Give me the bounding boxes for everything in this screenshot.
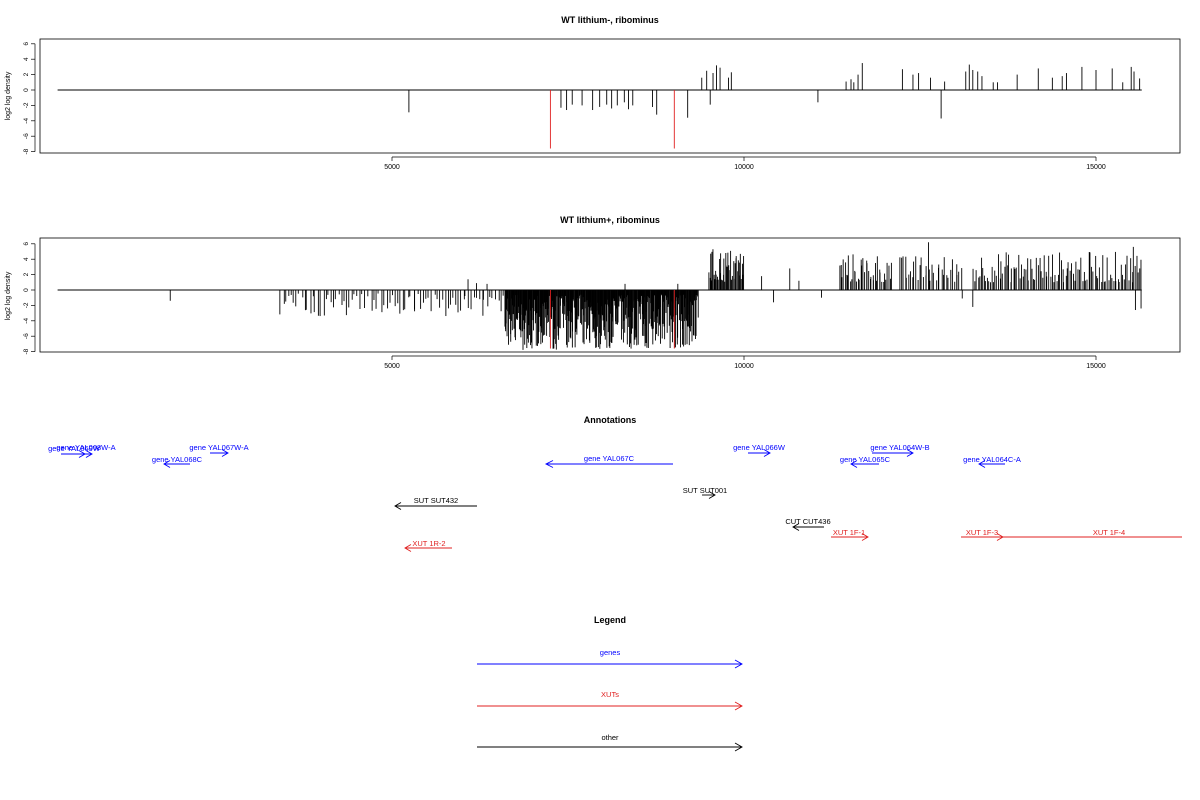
legend-item-other: other (477, 733, 743, 752)
annotation-label: XUT 1F-4 (1093, 528, 1125, 537)
arrow-right-icon (906, 449, 914, 457)
arrow-left-icon (544, 460, 554, 468)
legend-item-xuts: XUTs (477, 690, 743, 711)
annotation-label: XUT 1F-1 (833, 528, 865, 537)
y-tick-label: 2 (23, 272, 30, 276)
annotation-label: CUT CUT436 (785, 517, 830, 526)
arrow-left-icon (394, 502, 402, 510)
y-tick-label: 2 (23, 72, 30, 76)
y-tick-label: 6 (23, 42, 30, 46)
annotation-gene-yal066w: gene YAL066W (733, 443, 786, 457)
arrow-left-icon (850, 460, 858, 468)
x-axis: 5000 10000 15000 (384, 355, 1106, 370)
annotation-label: SUT SUT001 (683, 486, 727, 495)
highlight-bars (549, 290, 675, 349)
annotation-label: gene YAL069W (48, 444, 101, 453)
y-tick-label: 4 (23, 57, 30, 61)
annotation-label: gene YAL067W-A (189, 443, 248, 452)
annotation-cut-cut436: CUT CUT436 (785, 517, 831, 531)
annotation-label: SUT SUT432 (414, 496, 458, 505)
annotation-label: gene YAL066W (733, 443, 786, 452)
annotation-label: gene YAL068W-A (56, 443, 115, 452)
arrow-left-icon (404, 544, 412, 552)
annotation-label: XUT 1F-3 (966, 528, 998, 537)
annotation-xut-1f-4: XUT 1F-4 (1003, 528, 1182, 538)
arrow-right-icon (861, 533, 869, 541)
x-tick-label: 10000 (734, 164, 754, 171)
y-axis-label: log2 log density (5, 271, 12, 320)
annotation-gene-yal067c: gene YAL067C (544, 454, 673, 468)
arrow-right-icon (221, 449, 229, 457)
x-axis: 5000 10000 15000 (384, 156, 1106, 171)
x-tick-label: 15000 (1086, 164, 1106, 171)
x-tick-label: 5000 (384, 363, 400, 370)
x-tick-label: 15000 (1086, 363, 1106, 370)
annotation-gene-yal068w-a: gene YAL068W-A (56, 443, 116, 458)
panel-lithium-plus: WT lithium+, ribominus log2 log density … (5, 215, 1181, 370)
legend-label: XUTs (601, 690, 619, 699)
annotation-label: gene YAL064W-B (870, 443, 929, 452)
annotation-label: gene YAL067C (584, 454, 635, 463)
annotation-label: gene YAL065C (840, 455, 891, 464)
arrow-right-icon (734, 701, 743, 711)
x-tick-label: 10000 (734, 363, 754, 370)
y-tick-label: 0 (23, 288, 30, 292)
arrow-right-icon (708, 491, 716, 499)
y-tick-label: -2 (23, 102, 30, 108)
plot-frame (39, 237, 1181, 353)
panel-lithium-minus: WT lithium-, ribominus log2 log density … (5, 15, 1181, 171)
density-bars (169, 242, 1142, 350)
y-tick-label: -8 (23, 148, 30, 154)
legend-label: other (601, 733, 619, 742)
annotation-label: XUT 1R-2 (412, 539, 445, 548)
annotation-xut-1f-3: XUT 1F-3 (961, 528, 1004, 541)
annotation-label: gene YAL068C (152, 455, 203, 464)
y-tick-label: -6 (23, 333, 30, 339)
arrow-right-icon (734, 742, 743, 752)
y-tick-label: -4 (23, 118, 30, 124)
legend-title: Legend (594, 615, 626, 625)
annotation-sut-sut001: SUT SUT001 (683, 486, 727, 499)
y-tick-label: -6 (23, 133, 30, 139)
plot-frame (39, 38, 1181, 154)
legend-label: genes (600, 648, 621, 657)
y-tick-label: -2 (23, 302, 30, 308)
annotation-gene-yal064w-b: gene YAL064W-B (870, 443, 930, 457)
y-tick-label: -8 (23, 348, 30, 354)
annotation-gene-yal064c-a: gene YAL064C-A (963, 455, 1021, 468)
annotation-gene-yal065c: gene YAL065C (840, 455, 891, 468)
arrow-left-icon (163, 460, 171, 468)
annotations-title: Annotations (584, 415, 637, 425)
panel-title: WT lithium-, ribominus (561, 15, 659, 25)
y-axis: 6 4 2 0 -2 -4 -6 -8 (23, 242, 36, 354)
density-bars (408, 63, 1141, 119)
annotation-xut-1f-1: XUT 1F-1 (831, 528, 869, 541)
y-tick-label: 6 (23, 242, 30, 246)
annotation-gene-yal068c: gene YAL068C (152, 455, 203, 468)
x-tick-label: 5000 (384, 164, 400, 171)
arrow-left-icon (792, 523, 800, 531)
y-tick-label: 4 (23, 257, 30, 261)
highlight-bars (549, 90, 675, 149)
arrow-right-icon (85, 450, 93, 458)
y-tick-label: -4 (23, 318, 30, 324)
annotation-sut-sut432: SUT SUT432 (394, 496, 477, 510)
arrow-right-icon (763, 449, 771, 457)
annotation-label: gene YAL064C-A (963, 455, 1021, 464)
y-axis: 6 4 2 0 -2 -4 -6 -8 (23, 42, 36, 154)
arrow-left-icon (978, 460, 986, 468)
y-axis-label: log2 log density (5, 71, 12, 120)
panel-title: WT lithium+, ribominus (560, 215, 660, 225)
legend: Legend genes XUTs other (477, 615, 743, 752)
arrow-right-icon (734, 659, 743, 669)
annotations-track: Annotations gene YAL069W gene YAL068W-A … (48, 415, 1182, 552)
legend-item-genes: genes (477, 648, 743, 669)
annotation-xut-1r-2: XUT 1R-2 (404, 539, 452, 552)
annotation-gene-yal067w-a: gene YAL067W-A (189, 443, 249, 457)
y-tick-label: 0 (23, 88, 30, 92)
